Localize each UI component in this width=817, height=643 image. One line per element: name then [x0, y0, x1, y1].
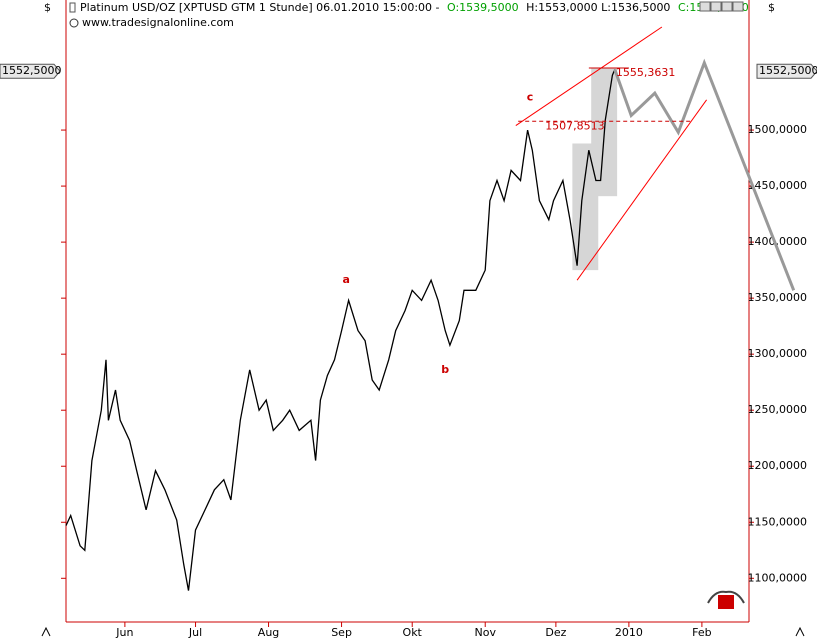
y-tick-label: 1250,0000: [748, 403, 808, 416]
x-tick-label: Nov: [474, 626, 496, 639]
level-label: 1555,3631: [616, 66, 676, 79]
wave-label: c: [527, 91, 534, 104]
x-tick-label: Okt: [403, 626, 423, 639]
wave-label: a: [343, 273, 350, 286]
header: Platinum USD/OZ [XPTUSD GTM 1 Stunde] 06…: [80, 1, 749, 14]
x-tick-label: Aug: [258, 626, 279, 639]
currency-right: $: [768, 1, 775, 14]
currency-left: $: [44, 1, 51, 14]
forecast-line: [613, 58, 796, 291]
x-tick-label: Jun: [115, 626, 133, 639]
level-label: 1507,8513: [545, 119, 605, 132]
last-price-right: 1552,5000: [759, 64, 817, 77]
y-tick-label: 1200,0000: [748, 459, 808, 472]
x-tick-label: Feb: [692, 626, 711, 639]
last-price-left-box: [0, 63, 61, 79]
x-tick-label: 2010: [615, 626, 643, 639]
last-price-right-box: [756, 63, 817, 79]
price-line: [65, 69, 616, 591]
wave-label: b: [441, 363, 449, 376]
button-close[interactable]: [732, 1, 744, 12]
logo: [707, 590, 745, 609]
corner-arrow-left: [41, 626, 51, 637]
y-tick-label: 1400,0000: [748, 235, 808, 248]
x-tick-label: Jul: [188, 626, 202, 639]
corner-arrow-right: [795, 626, 805, 637]
candle-icon: [69, 2, 76, 13]
logo-wings: [707, 590, 745, 604]
y-tick-label: 1350,0000: [748, 291, 808, 304]
source: www.tradesignalonline.com: [82, 16, 234, 29]
x-tick-label: Sep: [331, 626, 352, 639]
y-tick-label: 1300,0000: [748, 347, 808, 360]
trend-line: [576, 99, 708, 281]
trend-line: [515, 26, 663, 127]
button-left[interactable]: [699, 1, 711, 12]
last-price-left: 1552,5000: [2, 64, 62, 77]
button-restore[interactable]: [721, 1, 733, 12]
header-title: Platinum USD/OZ [XPTUSD GTM 1 Stunde] 06…: [80, 1, 440, 14]
window-buttons[interactable]: [699, 1, 744, 12]
x-tick-label: Dez: [545, 626, 566, 639]
y-tick-label: 1500,0000: [748, 123, 808, 136]
copyright-icon: [69, 18, 79, 28]
header-open: O:1539,5000: [447, 1, 519, 14]
button-right[interactable]: [710, 1, 722, 12]
y-tick-label: 1450,0000: [748, 179, 808, 192]
y-tick-label: 1150,0000: [748, 515, 808, 528]
y-tick-label: 1100,0000: [748, 571, 808, 584]
logo-box: [718, 595, 734, 609]
header-high-low: H:1553,0000 L:1536,5000: [526, 1, 670, 14]
